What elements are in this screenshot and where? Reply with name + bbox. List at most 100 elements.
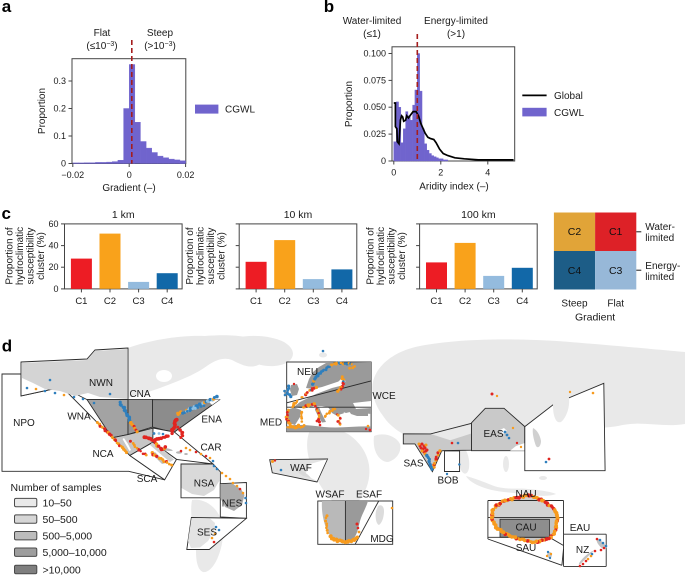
svg-text:Proportion: Proportion xyxy=(344,81,355,127)
svg-text:Water-limited: Water-limited xyxy=(343,16,402,27)
svg-text:(>10−3): (>10−3) xyxy=(144,41,176,52)
svg-text:cluster (%): cluster (%) xyxy=(397,232,408,280)
svg-text:0: 0 xyxy=(53,284,58,294)
svg-text:C3: C3 xyxy=(307,296,319,307)
svg-text:WCE: WCE xyxy=(372,391,396,402)
svg-text:susceptibility: susceptibility xyxy=(206,228,217,285)
svg-text:50–500: 50–500 xyxy=(43,514,78,526)
svg-text:0: 0 xyxy=(391,168,396,178)
svg-text:Proportion: Proportion xyxy=(37,88,48,134)
svg-text:Gradient (–): Gradient (–) xyxy=(102,183,155,194)
svg-text:cluster (%): cluster (%) xyxy=(36,232,47,280)
svg-text:0.100: 0.100 xyxy=(363,49,386,59)
svg-text:SAS: SAS xyxy=(403,459,423,470)
svg-text:C1: C1 xyxy=(430,296,442,307)
svg-text:limited: limited xyxy=(645,233,674,244)
svg-text:C4: C4 xyxy=(161,296,173,307)
svg-text:SES: SES xyxy=(197,528,217,539)
svg-text:CAU: CAU xyxy=(515,523,536,534)
svg-text:Flat: Flat xyxy=(94,28,111,39)
svg-text:hydroclimatic: hydroclimatic xyxy=(15,227,26,285)
svg-text:hydroclimatic: hydroclimatic xyxy=(196,227,207,285)
svg-text:b: b xyxy=(324,0,334,16)
svg-text:500–5,000: 500–5,000 xyxy=(43,531,93,543)
svg-text:MDG: MDG xyxy=(370,534,394,545)
svg-text:EAS: EAS xyxy=(483,429,503,440)
svg-text:EAU: EAU xyxy=(570,523,591,534)
svg-text:10 km: 10 km xyxy=(284,209,313,221)
svg-text:a: a xyxy=(2,0,12,16)
svg-text:NWN: NWN xyxy=(89,378,113,389)
svg-text:Steep: Steep xyxy=(147,28,174,39)
svg-text:NAU: NAU xyxy=(515,489,536,500)
svg-text:0: 0 xyxy=(61,159,66,169)
svg-text:C4: C4 xyxy=(516,296,528,307)
svg-text:−0.02: −0.02 xyxy=(61,170,84,180)
svg-text:CNA: CNA xyxy=(129,389,150,400)
svg-text:d: d xyxy=(2,337,12,356)
svg-text:C4: C4 xyxy=(568,265,582,277)
svg-text:20: 20 xyxy=(48,262,58,272)
svg-text:Number of samples: Number of samples xyxy=(11,482,102,494)
svg-text:4: 4 xyxy=(485,168,490,178)
svg-text:NPO: NPO xyxy=(13,418,35,429)
svg-text:0: 0 xyxy=(381,156,386,166)
svg-text:Aridity index (–): Aridity index (–) xyxy=(419,182,488,193)
svg-text:Proportion of: Proportion of xyxy=(366,227,377,284)
svg-text:2: 2 xyxy=(438,168,443,178)
svg-text:0.025: 0.025 xyxy=(363,129,386,139)
svg-text:C3: C3 xyxy=(609,265,623,277)
svg-text:susceptibility: susceptibility xyxy=(26,228,37,285)
svg-text:C2: C2 xyxy=(104,296,116,307)
svg-text:C1: C1 xyxy=(75,296,87,307)
svg-text:CGWL: CGWL xyxy=(554,108,584,119)
svg-text:Water-: Water- xyxy=(645,222,675,233)
svg-text:0.075: 0.075 xyxy=(363,75,386,85)
svg-text:Gradient: Gradient xyxy=(575,312,615,324)
svg-text:WSAF: WSAF xyxy=(316,490,345,501)
svg-text:0: 0 xyxy=(127,170,132,180)
svg-text:Steep: Steep xyxy=(561,299,588,310)
svg-text:SAU: SAU xyxy=(516,543,537,554)
svg-text:Energy-limited: Energy-limited xyxy=(424,16,488,27)
svg-text:NSA: NSA xyxy=(194,479,215,490)
svg-text:NCA: NCA xyxy=(92,449,113,460)
svg-text:ENA: ENA xyxy=(201,415,222,426)
svg-text:MED: MED xyxy=(260,418,282,429)
svg-text:0.1: 0.1 xyxy=(53,131,66,141)
svg-text:Energy-: Energy- xyxy=(645,261,680,272)
svg-text:C2: C2 xyxy=(279,296,291,307)
svg-text:C2: C2 xyxy=(568,226,582,238)
svg-text:0.2: 0.2 xyxy=(53,104,66,114)
svg-text:0.050: 0.050 xyxy=(363,102,386,112)
svg-text:1 km: 1 km xyxy=(112,209,135,221)
svg-text:(>1): (>1) xyxy=(447,29,465,40)
svg-text:C2: C2 xyxy=(459,296,471,307)
svg-text:Proportion of: Proportion of xyxy=(185,227,196,284)
svg-text:CGWL: CGWL xyxy=(225,104,255,115)
svg-text:60: 60 xyxy=(48,219,58,229)
svg-text:C3: C3 xyxy=(488,296,500,307)
svg-text:(≤1): (≤1) xyxy=(363,29,381,40)
svg-text:c: c xyxy=(2,204,11,223)
svg-text:SCA: SCA xyxy=(137,474,158,485)
svg-text:C3: C3 xyxy=(133,296,145,307)
svg-text:(≤10−3): (≤10−3) xyxy=(86,41,117,52)
svg-text:C1: C1 xyxy=(609,226,623,238)
svg-text:WNA: WNA xyxy=(67,412,91,423)
svg-text:NZ: NZ xyxy=(576,545,589,556)
svg-text:susceptibility: susceptibility xyxy=(387,228,398,285)
svg-text:5,000–10,000: 5,000–10,000 xyxy=(43,547,107,559)
svg-text:BOB: BOB xyxy=(437,476,458,487)
svg-text:Flat: Flat xyxy=(607,299,624,310)
svg-text:0.3: 0.3 xyxy=(53,76,66,86)
svg-text:NEU: NEU xyxy=(297,367,318,378)
svg-text:ESAF: ESAF xyxy=(356,490,382,501)
svg-text:cluster (%): cluster (%) xyxy=(217,232,228,280)
svg-text:WAF: WAF xyxy=(290,463,312,474)
svg-text:40: 40 xyxy=(48,241,58,251)
svg-text:>10,000: >10,000 xyxy=(43,564,81,576)
svg-text:0.02: 0.02 xyxy=(177,170,195,180)
svg-text:10–50: 10–50 xyxy=(43,497,72,509)
svg-text:100 km: 100 km xyxy=(461,209,496,221)
